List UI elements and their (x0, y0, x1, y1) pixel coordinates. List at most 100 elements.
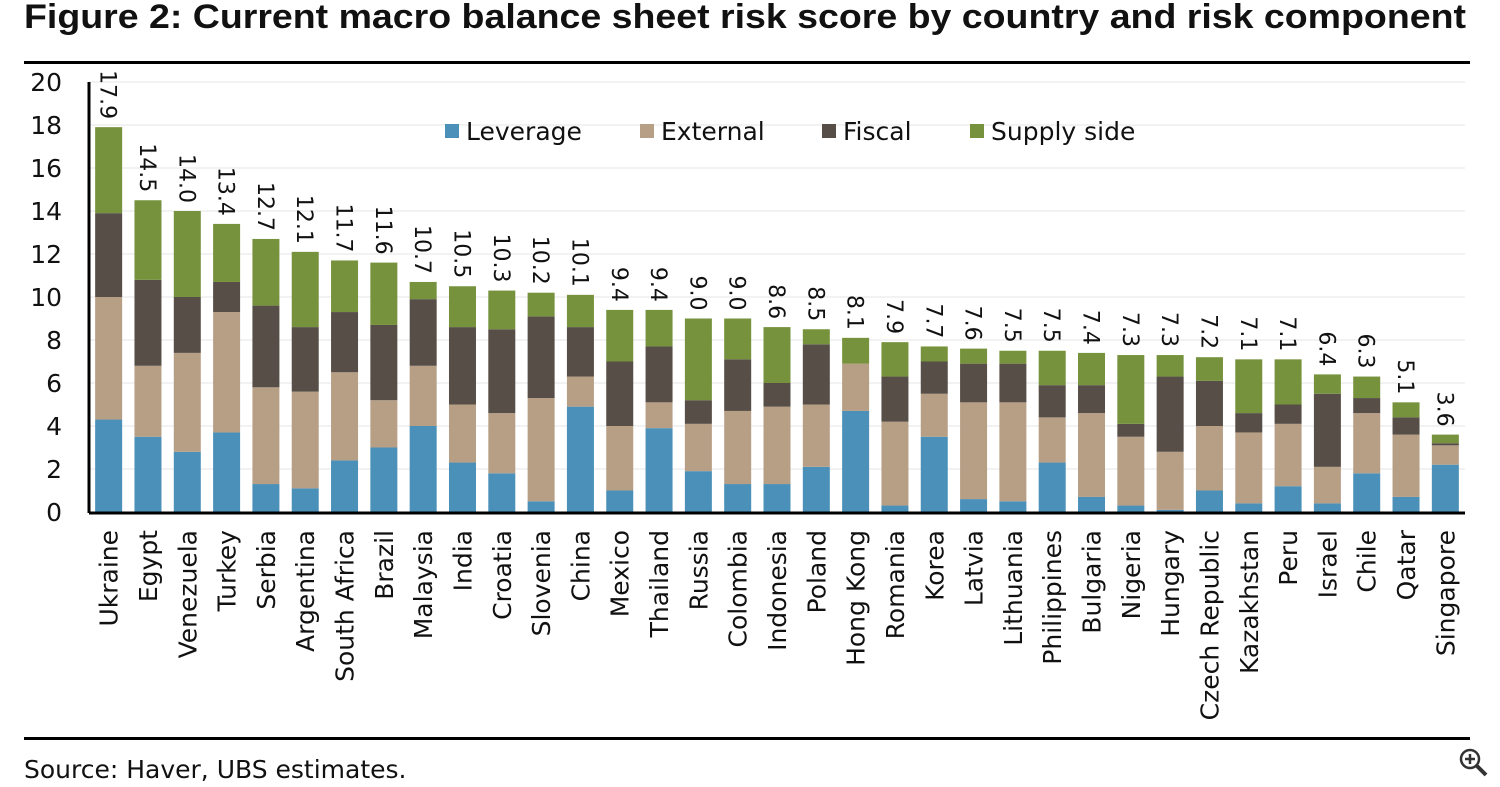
bar-segment (1431, 464, 1459, 512)
total-label: 12.1 (291, 195, 316, 244)
bar-segment (1274, 486, 1302, 512)
total-label: 9.0 (684, 276, 709, 311)
bar-segment (1392, 496, 1420, 512)
bar-segment (606, 309, 634, 362)
bar-segment (606, 361, 634, 426)
x-tick-label: Thailand (645, 530, 674, 638)
bar-segment (960, 402, 988, 500)
x-tick-label: Kazakhstan (1235, 530, 1264, 674)
bar-segment (1078, 413, 1106, 497)
x-tick-label: Malaysia (409, 530, 438, 639)
total-label: 9.4 (645, 267, 670, 302)
bar-segment (881, 342, 909, 377)
bar-segment (1235, 503, 1263, 512)
total-label: 7.7 (920, 303, 945, 338)
bar-segment (134, 200, 162, 280)
x-tick-label: Hungary (1156, 530, 1185, 637)
total-label: 7.3 (1156, 312, 1181, 347)
x-tick-label: Indonesia (763, 530, 792, 651)
x-tick-label: Korea (920, 530, 949, 601)
total-label: 10.5 (448, 229, 473, 278)
bar-segment (606, 426, 634, 491)
bar-segment (1431, 434, 1459, 444)
bar-segment (566, 327, 594, 377)
total-label: 6.3 (1353, 334, 1378, 369)
total-label: 17.9 (95, 70, 120, 119)
bar-segment (173, 211, 201, 297)
total-label: 7.1 (1274, 316, 1299, 351)
bar-segment (1431, 443, 1459, 446)
x-tick-label: Bulgaria (1078, 530, 1107, 634)
x-tick-label: China (566, 530, 595, 601)
bar-segment (881, 505, 909, 512)
bar-segment (527, 501, 555, 512)
bar-segment (920, 436, 948, 512)
bar-segment (252, 238, 280, 306)
legend-label: Leverage (466, 117, 582, 146)
bar-segment (95, 297, 123, 420)
bar-segment (409, 365, 437, 426)
bar-segment (842, 337, 870, 364)
bar-segment (252, 484, 280, 512)
bar-segment (252, 305, 280, 388)
bar-segment (173, 451, 201, 512)
y-tick-label: 6 (46, 369, 62, 398)
bar-segment (881, 421, 909, 506)
bar-segment (213, 281, 241, 313)
y-tick-label: 0 (46, 498, 62, 527)
total-label: 7.1 (1235, 316, 1260, 351)
bar-segment (409, 299, 437, 366)
bar-segment (960, 363, 988, 403)
bar-segment (724, 484, 752, 512)
bar-segment (645, 428, 673, 512)
total-label: 8.1 (842, 295, 867, 330)
bar-segment (1195, 380, 1223, 426)
bar-segment (802, 404, 830, 467)
bar-segment (1156, 509, 1184, 512)
bar-segment (173, 297, 201, 353)
y-tick-label: 16 (30, 154, 62, 183)
bar-segment (291, 391, 319, 489)
bar-segment (999, 402, 1027, 502)
total-label: 7.3 (1117, 312, 1142, 347)
bar-segment (488, 413, 516, 474)
bar-segment (802, 329, 830, 345)
bar-segment (802, 466, 830, 512)
y-tick-label: 12 (30, 240, 62, 269)
bar-segment (1038, 417, 1066, 463)
bar-segment (448, 327, 476, 405)
bar-segment (684, 471, 712, 512)
total-label: 13.4 (213, 167, 238, 216)
bar-segment (488, 473, 516, 512)
bar-segment (1078, 496, 1106, 512)
zoom-icon[interactable] (1459, 748, 1488, 777)
bar-segment (488, 329, 516, 414)
bar-segment (488, 290, 516, 330)
bar-segment (331, 312, 359, 373)
total-label: 7.2 (1195, 314, 1220, 349)
bar-segment (1117, 355, 1145, 424)
bar-segment (645, 309, 673, 347)
bar-segment (1313, 374, 1341, 394)
bar-segment (1235, 359, 1263, 414)
bar-segment (724, 410, 752, 485)
bar-segment (527, 398, 555, 502)
y-tick-label: 20 (30, 68, 62, 97)
bar-segment (1117, 423, 1145, 437)
total-label: 12.7 (252, 182, 277, 231)
bar-segment (173, 352, 201, 452)
bar-segment (1156, 376, 1184, 452)
total-label: 7.5 (1038, 308, 1063, 343)
bar-segment (1274, 404, 1302, 424)
bar-segment (724, 318, 752, 360)
y-tick-label: 8 (46, 326, 62, 355)
legend-label: External (661, 117, 765, 146)
bar-segment (134, 436, 162, 512)
bar-segment (684, 318, 712, 401)
legend-swatch (970, 124, 984, 138)
bar-segment (1392, 434, 1420, 497)
bar-segment (213, 312, 241, 433)
total-label: 8.5 (802, 286, 827, 321)
x-tick-label: Israel (1313, 530, 1342, 598)
bar-segment (960, 348, 988, 364)
